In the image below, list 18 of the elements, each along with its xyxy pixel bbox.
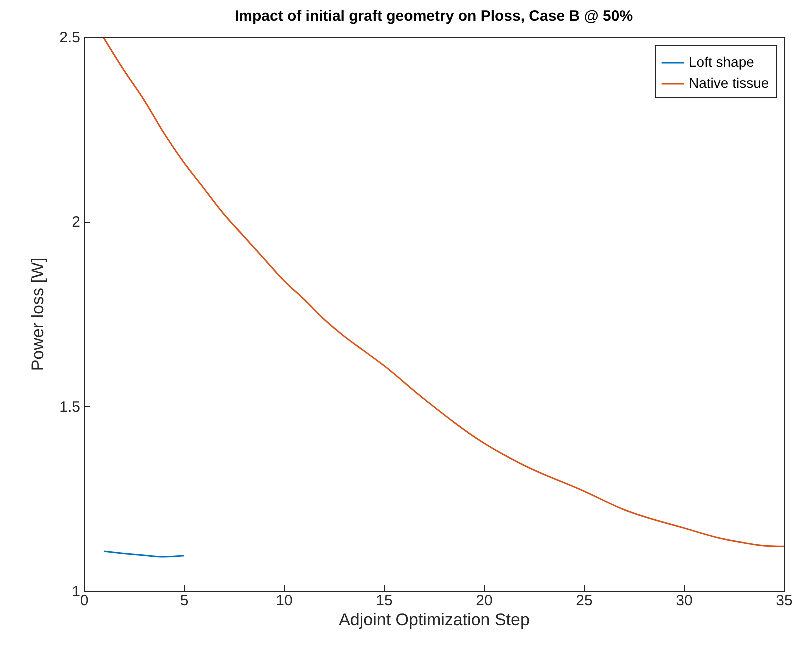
x-tick-label: 25 — [576, 592, 593, 610]
x-tick-label: 15 — [376, 592, 393, 610]
x-tick-label: 30 — [676, 592, 693, 610]
y-tick-label: 1 — [72, 584, 80, 600]
y-tick-label: 2.5 — [60, 30, 80, 46]
x-axis-title: Adjoint Optimization Step — [339, 610, 530, 630]
y-axis-title: Power loss [W] — [28, 258, 48, 372]
x-tick-label: 0 — [80, 592, 89, 610]
legend-label: Loft shape — [689, 54, 755, 70]
x-tick-label: 20 — [476, 592, 493, 610]
line-series — [103, 37, 784, 548]
y-tick-label: 1.5 — [60, 398, 80, 416]
y-tick-label: 2 — [72, 214, 80, 232]
chart-title: Impact of initial graft geometry on Ploss, Case B @ 50% — [234, 8, 634, 25]
x-tick-label: 5 — [180, 592, 189, 610]
x-tick-label: 35 — [776, 592, 793, 610]
legend-label: Native tissue — [689, 75, 770, 91]
x-tick-label: 10 — [276, 592, 293, 610]
